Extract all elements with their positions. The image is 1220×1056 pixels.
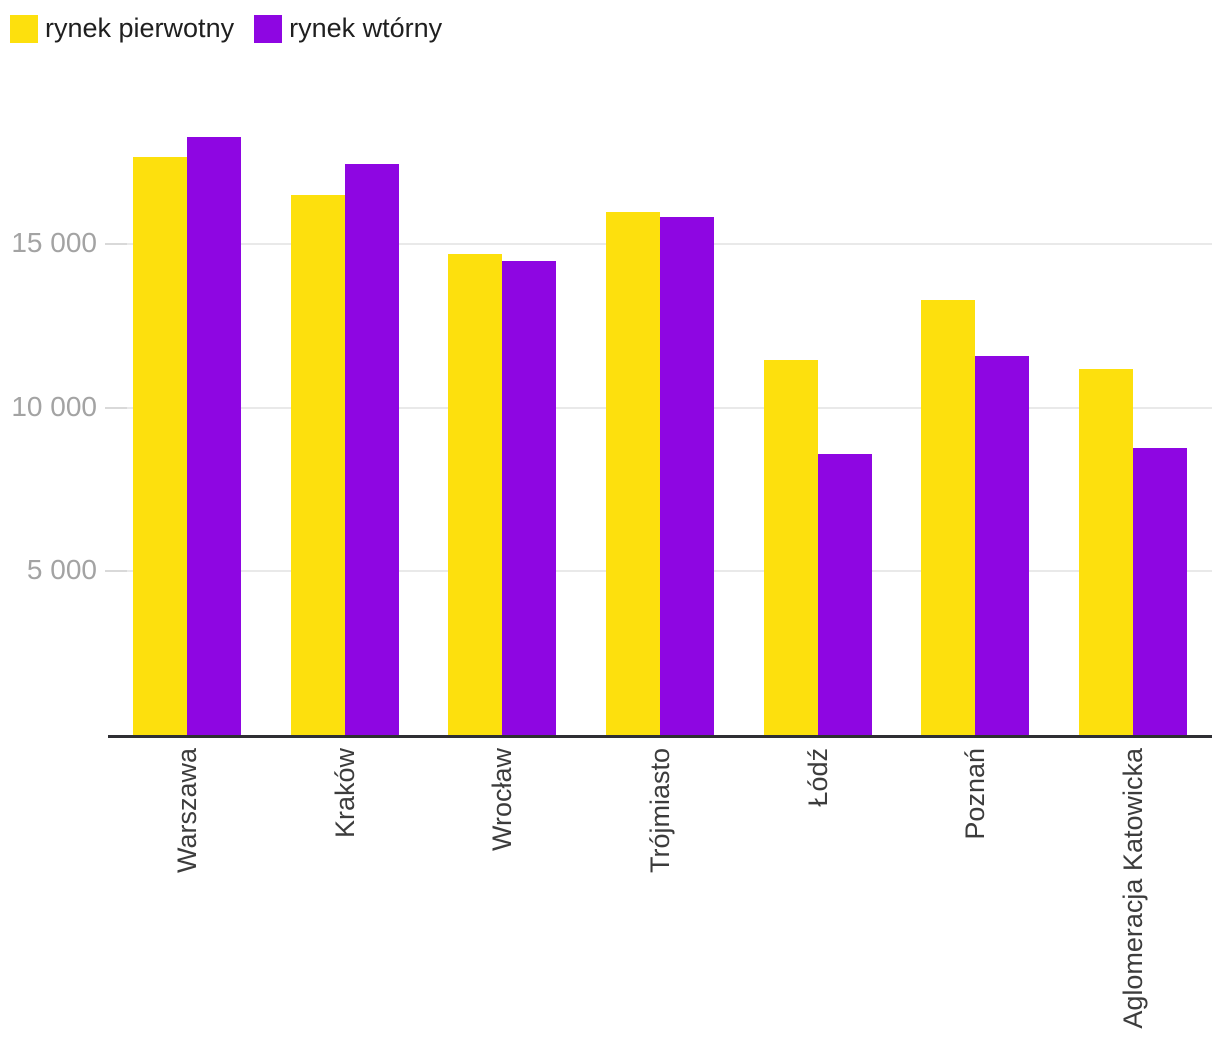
bar-wtorny-krak-w[interactable]	[345, 164, 399, 735]
legend-item-rynek-pierwotny[interactable]: rynek pierwotny	[10, 13, 235, 44]
bar-wtorny-aglomeracja-katowicka[interactable]	[1133, 448, 1187, 735]
ytick-mark-5000	[105, 570, 127, 572]
legend-label-rynek-pierwotny: rynek pierwotny	[45, 13, 235, 43]
ytick-mark-15000	[105, 243, 127, 245]
ytick-label-10000: 10 000	[11, 390, 97, 422]
ytick-mark-10000	[105, 406, 127, 409]
xtick-label-warszawa: Warszawa	[172, 748, 202, 874]
ytick-label-15000: 15 000	[11, 227, 97, 258]
legend-swatch-purple-icon	[254, 14, 283, 43]
bar-pierwotny-krak-w[interactable]	[291, 195, 345, 735]
xtick-label--d-: Łódź	[803, 748, 833, 807]
bar-pierwotny-aglomeracja-katowicka[interactable]	[1079, 369, 1133, 735]
bar-pierwotny-tr-jmiasto[interactable]	[606, 212, 660, 735]
bar-pierwotny-pozna-[interactable]	[921, 300, 975, 735]
xtick-label-tr-jmiasto: Trójmiasto	[645, 748, 675, 874]
bar-wtorny-warszawa[interactable]	[187, 137, 241, 735]
legend-label-rynek-wtorny: rynek wtórny	[289, 13, 443, 43]
xtick-label-pozna-: Poznań	[960, 748, 990, 840]
xtick-label-aglomeracja-katowicka: Aglomeracja Katowicka	[1118, 748, 1148, 1029]
xtick-label-krak-w: Kraków	[330, 748, 360, 839]
bar-wtorny-wroc-aw[interactable]	[502, 261, 556, 735]
legend: rynek pierwotny rynek wtórny	[10, 13, 443, 44]
bar-pierwotny-wroc-aw[interactable]	[448, 254, 502, 735]
bar-wtorny-pozna-[interactable]	[975, 356, 1029, 735]
bar-wtorny-tr-jmiasto[interactable]	[660, 217, 714, 735]
x-axis-line	[108, 734, 1212, 738]
legend-item-rynek-wtorny[interactable]: rynek wtórny	[254, 13, 443, 44]
legend-swatch-yellow-icon	[10, 14, 38, 43]
bar-pierwotny-warszawa[interactable]	[133, 157, 187, 735]
bar-pierwotny--d-[interactable]	[764, 360, 818, 735]
bar-wtorny--d-[interactable]	[818, 454, 872, 735]
ytick-label-5000: 5 000	[26, 554, 97, 585]
xtick-label-wroc-aw: Wrocław	[487, 748, 517, 852]
